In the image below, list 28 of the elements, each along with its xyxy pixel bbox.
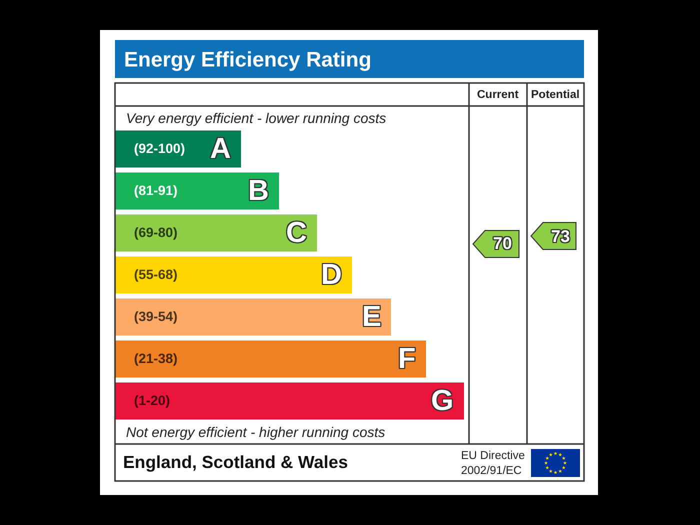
bar	[115, 214, 317, 252]
text: EU Directive 2002/91/EC	[461, 450, 525, 477]
annotation: (92-100)	[134, 141, 186, 156]
y-tick-label: A	[210, 133, 231, 165]
annotation: (69-80)	[134, 225, 178, 240]
text: 73	[551, 227, 570, 246]
y-tick-label: C	[286, 217, 307, 249]
annotation: (1-20)	[134, 393, 170, 408]
annotation: (55-68)	[134, 267, 178, 282]
bar	[115, 298, 391, 336]
y-tick-label: E	[362, 301, 382, 333]
bar	[115, 256, 352, 294]
y-tick-label: B	[248, 175, 269, 207]
y-tick-label: G	[431, 385, 454, 417]
text: Very energy efficient - lower running costs	[126, 110, 386, 126]
bar	[115, 340, 426, 378]
chart-title: Energy Efficiency Rating	[124, 48, 372, 72]
annotation: (21-38)	[134, 351, 178, 366]
text: Not energy efficient - higher running costs	[126, 424, 386, 440]
text: 70	[493, 234, 512, 253]
text: England, Scotland & Wales	[123, 452, 348, 472]
text: Potential	[531, 89, 580, 101]
y-tick-label: F	[398, 343, 416, 375]
annotation: (39-54)	[134, 309, 178, 324]
bar	[115, 382, 464, 420]
annotation: (81-91)	[134, 183, 178, 198]
y-tick-label: D	[321, 259, 342, 291]
text: Current	[477, 89, 519, 101]
